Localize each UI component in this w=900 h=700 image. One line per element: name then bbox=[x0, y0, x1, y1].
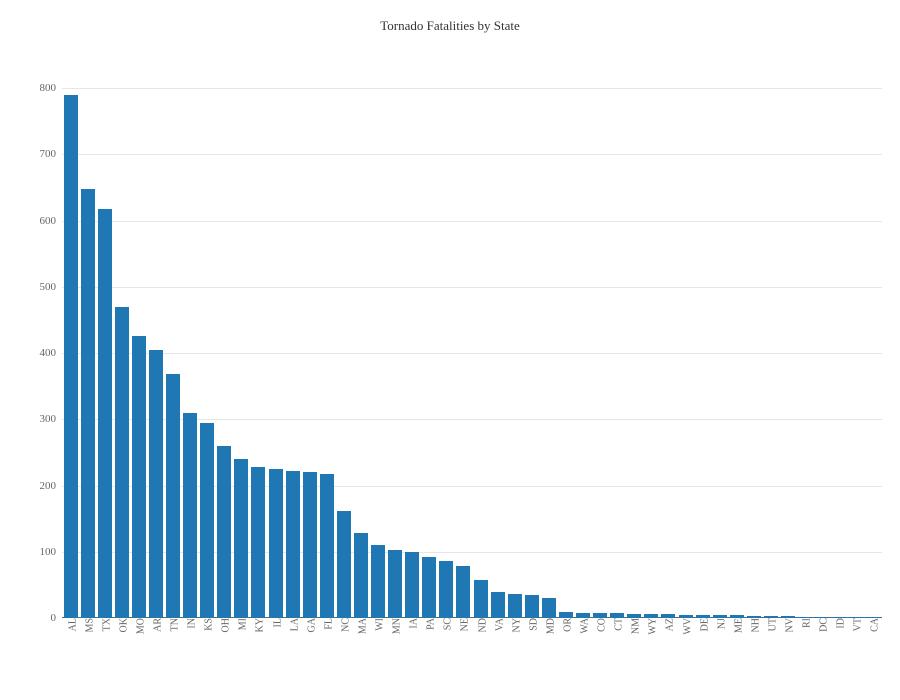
bar bbox=[525, 595, 539, 618]
x-tick-label: OR bbox=[558, 618, 573, 632]
x-tick-label: MA bbox=[353, 618, 368, 634]
bar bbox=[149, 350, 163, 618]
x-tick-label: KS bbox=[200, 618, 215, 631]
bar bbox=[388, 550, 402, 618]
x-tick-label: OK bbox=[114, 618, 129, 632]
x-tick-label: MN bbox=[388, 618, 403, 634]
grid-line bbox=[62, 221, 882, 222]
x-tick-label: CA bbox=[866, 618, 881, 632]
bar bbox=[303, 472, 317, 618]
x-tick-label: DC bbox=[815, 618, 830, 632]
x-tick-label: PA bbox=[422, 618, 437, 630]
x-tick-label: WY bbox=[644, 618, 659, 635]
x-tick-label: NY bbox=[507, 618, 522, 632]
x-tick-label: NH bbox=[746, 618, 761, 632]
bar bbox=[439, 561, 453, 618]
y-tick-label: 400 bbox=[40, 347, 63, 359]
bar bbox=[183, 413, 197, 618]
x-tick-label: ME bbox=[729, 618, 744, 633]
x-tick-label: NE bbox=[456, 618, 471, 631]
y-tick-label: 600 bbox=[40, 215, 63, 227]
bar bbox=[337, 511, 351, 618]
bar bbox=[132, 336, 146, 618]
chart-container: Tornado Fatalities by State 010020030040… bbox=[0, 0, 900, 700]
x-tick-label: VA bbox=[490, 618, 505, 631]
bar bbox=[217, 446, 231, 618]
x-tick-label: AR bbox=[148, 618, 163, 632]
bar bbox=[405, 552, 419, 618]
bar bbox=[200, 423, 214, 618]
x-tick-label: NC bbox=[336, 618, 351, 632]
x-tick-label: WI bbox=[371, 618, 386, 631]
bar bbox=[234, 459, 248, 618]
x-tick-label: IL bbox=[268, 618, 283, 627]
x-tick-label: VT bbox=[849, 618, 864, 631]
x-tick-label: CT bbox=[610, 618, 625, 631]
grid-line bbox=[62, 353, 882, 354]
chart-title: Tornado Fatalities by State bbox=[0, 18, 900, 34]
x-tick-label: SC bbox=[439, 618, 454, 630]
x-tick-label: NV bbox=[781, 618, 796, 632]
bar bbox=[542, 598, 556, 618]
y-tick-label: 700 bbox=[40, 148, 63, 160]
bar bbox=[166, 374, 180, 618]
bar bbox=[474, 580, 488, 618]
x-tick-label: MO bbox=[131, 618, 146, 634]
x-tick-label: MD bbox=[541, 618, 556, 634]
bar bbox=[491, 592, 505, 619]
y-tick-label: 0 bbox=[51, 612, 63, 624]
x-tick-label: OH bbox=[217, 618, 232, 632]
x-tick-label: NJ bbox=[712, 618, 727, 629]
x-tick-label: SD bbox=[524, 618, 539, 631]
x-tick-label: NM bbox=[627, 618, 642, 634]
bar bbox=[81, 189, 95, 618]
x-tick-label: FL bbox=[319, 618, 334, 630]
x-tick-label: CO bbox=[593, 618, 608, 632]
x-tick-label: IA bbox=[405, 618, 420, 629]
x-tick-label: MI bbox=[234, 618, 249, 630]
bar bbox=[456, 566, 470, 618]
x-tick-label: LA bbox=[285, 618, 300, 631]
y-tick-label: 200 bbox=[40, 480, 63, 492]
x-tick-label: ND bbox=[473, 618, 488, 632]
bar bbox=[371, 545, 385, 618]
x-tick-label: GA bbox=[302, 618, 317, 632]
y-tick-label: 500 bbox=[40, 281, 63, 293]
plot-area: 0100200300400500600700800ALMSTXOKMOARTNI… bbox=[62, 88, 882, 618]
x-tick-label: TN bbox=[166, 618, 181, 631]
x-tick-label: AZ bbox=[661, 618, 676, 631]
x-tick-label: DE bbox=[695, 618, 710, 631]
bar bbox=[251, 467, 265, 618]
bar bbox=[320, 474, 334, 618]
y-tick-label: 300 bbox=[40, 413, 63, 425]
bar bbox=[269, 469, 283, 618]
bar bbox=[286, 471, 300, 618]
bar bbox=[422, 557, 436, 618]
grid-line bbox=[62, 154, 882, 155]
y-tick-label: 100 bbox=[40, 546, 63, 558]
bar bbox=[64, 95, 78, 618]
x-tick-label: ID bbox=[832, 618, 847, 629]
x-tick-label: WV bbox=[678, 618, 693, 635]
x-tick-label: UT bbox=[763, 618, 778, 631]
grid-line bbox=[62, 287, 882, 288]
bar bbox=[98, 209, 112, 618]
bar bbox=[354, 533, 368, 618]
x-tick-label: RI bbox=[798, 618, 813, 628]
x-tick-label: KY bbox=[251, 618, 266, 632]
x-tick-label: TX bbox=[97, 618, 112, 631]
x-tick-label: WA bbox=[576, 618, 591, 634]
grid-line bbox=[62, 88, 882, 89]
x-tick-label: IN bbox=[183, 618, 198, 629]
y-tick-label: 800 bbox=[40, 82, 63, 94]
bar bbox=[115, 307, 129, 618]
x-tick-label: MS bbox=[80, 618, 95, 632]
bar bbox=[508, 594, 522, 619]
x-tick-label: AL bbox=[63, 618, 78, 631]
